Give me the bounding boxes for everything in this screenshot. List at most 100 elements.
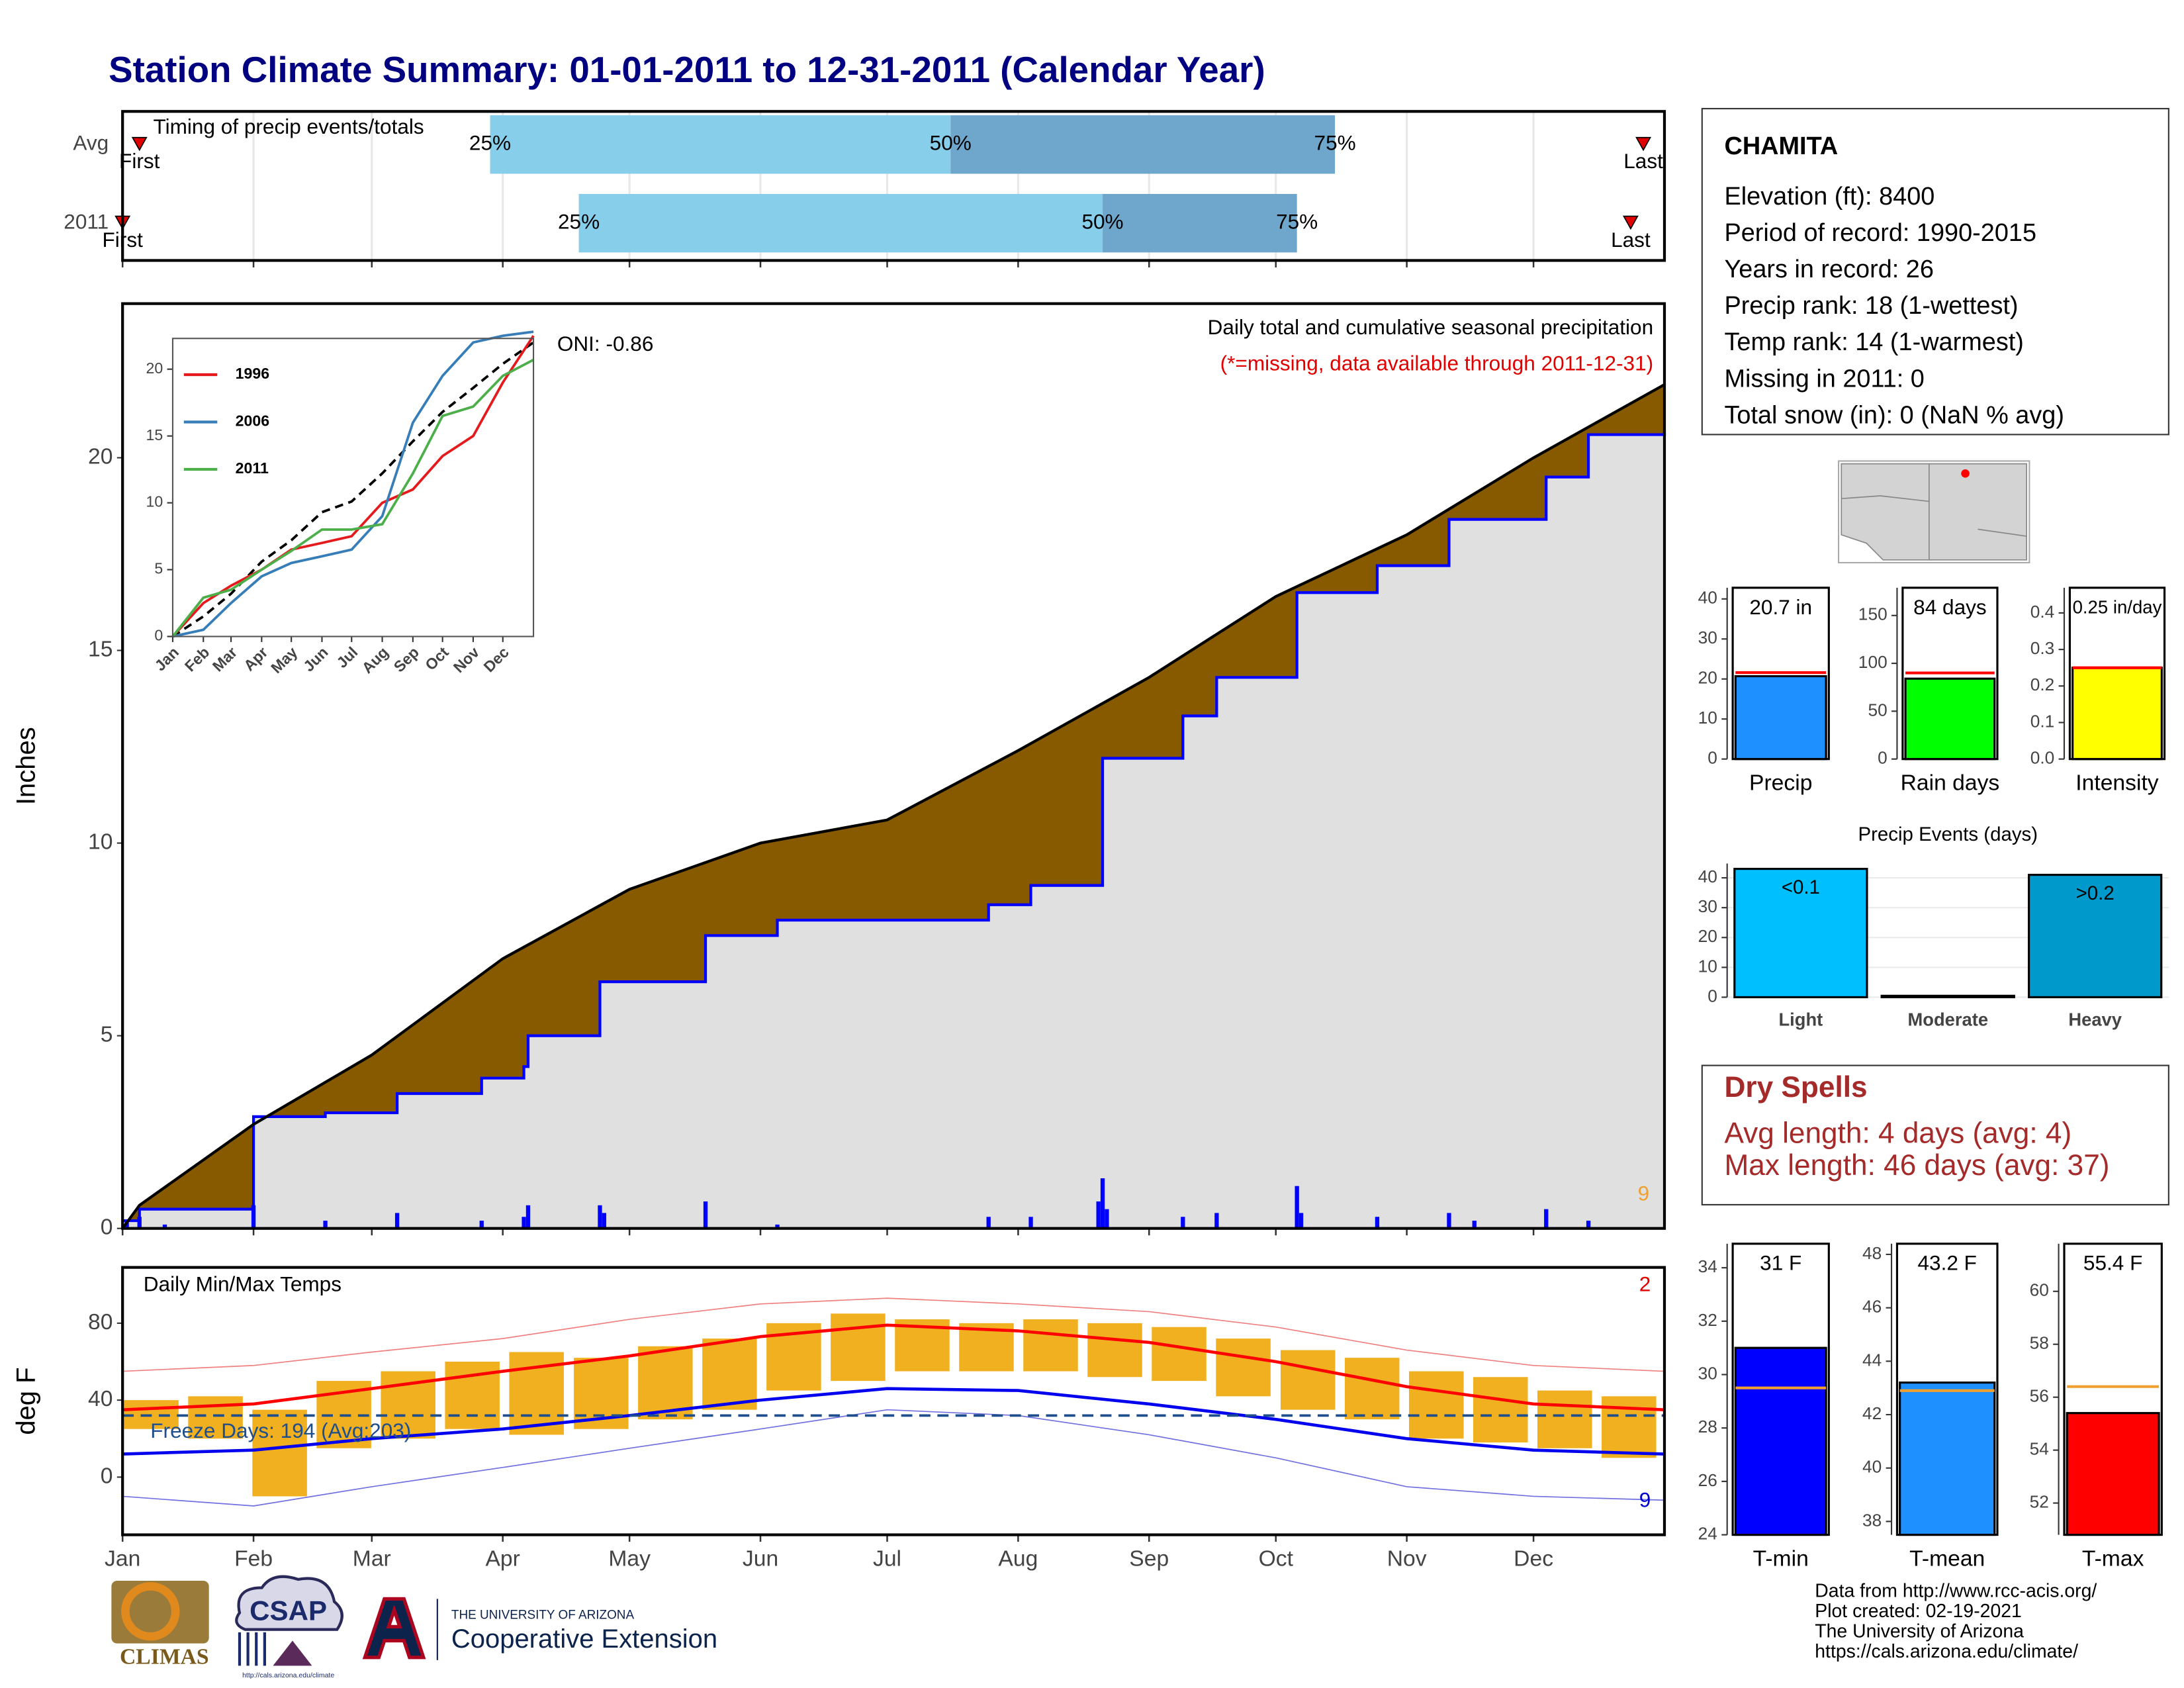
record-max-line (122, 1297, 1665, 1372)
avg-min-line (122, 1387, 1665, 1456)
x-tick-label: Feb (234, 1546, 273, 1571)
y-tick-label: 150 (1858, 604, 1888, 624)
quartile-label: 75% (1314, 131, 1356, 155)
legend-label: 1996 (236, 365, 270, 382)
y-tick-label: 5 (101, 1023, 113, 1047)
value-label: 31 F (1760, 1251, 1801, 1275)
daily-temp-range (638, 1346, 693, 1420)
event-label: Last (1623, 149, 1663, 173)
observed-area (122, 430, 1664, 1229)
category-label: Moderate (1907, 1009, 1988, 1029)
missing-count: 9 (1638, 1182, 1650, 1205)
y-tick-label: 40 (88, 1387, 113, 1411)
y-tick-label: 50 (1868, 700, 1887, 720)
daily-precip-bar (1375, 1217, 1380, 1229)
y-tick-label: 20 (1698, 668, 1717, 688)
y-tick-label: 0.2 (2030, 675, 2055, 694)
y-tick-label: 32 (1698, 1310, 1717, 1330)
map-border (1978, 528, 2027, 537)
daily-precip-bar (703, 1201, 708, 1229)
threshold-label: >0.2 (2076, 882, 2115, 904)
chart-title: Daily total and cumulative seasonal prec… (1208, 315, 1653, 339)
daily-precip-bar (1472, 1221, 1477, 1229)
y-tick-label: 10 (1698, 708, 1717, 727)
value-label: 84 days (1913, 595, 1987, 619)
credit-line: Plot created: 02-19-2021 (1815, 1601, 2022, 1622)
chart-title: Precip Events (days) (1858, 823, 2038, 845)
daily-precip-bar (1214, 1213, 1219, 1229)
category-label: Intensity (2075, 771, 2159, 795)
threshold-label: <0.1 (1782, 876, 1820, 898)
dry-spells-panel (1701, 1064, 2169, 1205)
event-marker (1622, 215, 1639, 230)
event-label: Last (1611, 228, 1651, 252)
record-min-line (122, 1409, 1665, 1507)
daily-precip-bar (479, 1221, 484, 1229)
y-tick-label: 10 (1698, 956, 1717, 976)
daily-precip-bar (1586, 1221, 1591, 1229)
daily-precip-bar (1105, 1209, 1109, 1229)
y-tick-label: 80 (88, 1310, 113, 1335)
x-tick-label: Sep (1129, 1546, 1169, 1571)
x-tick-label: Aug (998, 1546, 1038, 1571)
y-tick-label: 54 (2030, 1439, 2049, 1459)
csap-emblem (273, 1640, 312, 1666)
value-label: 55.4 F (2083, 1251, 2142, 1275)
event-label: First (119, 149, 160, 173)
climas-emblem (121, 1582, 180, 1641)
value-label: 43.2 F (1917, 1251, 1976, 1275)
y-tick-label: 15 (146, 426, 163, 444)
station-info: Period of record: 1990-2015 (1724, 219, 2036, 247)
y-tick-label: 2011 (64, 210, 109, 234)
event-bar (2028, 874, 2163, 999)
daily-precip-bar (602, 1213, 607, 1229)
summary-bar (2066, 1412, 2160, 1536)
daily-precip-bar (1298, 1213, 1304, 1229)
timing-bar (578, 193, 1103, 253)
y-tick-label: 30 (1698, 628, 1717, 647)
y-tick-label: Avg (73, 131, 109, 155)
y-tick-label: 10 (146, 493, 163, 510)
event-marker (1635, 136, 1652, 152)
average-line (121, 383, 1666, 1229)
y-tick-label: 0 (1878, 748, 1888, 768)
y-tick-label: 58 (2030, 1333, 2049, 1353)
y-tick-label: 52 (2030, 1492, 2049, 1512)
locator-map (1838, 460, 2030, 564)
x-tick-label: Jun (743, 1546, 778, 1571)
daily-precip-bar (986, 1217, 991, 1229)
station-info: Precip rank: 18 (1-wettest) (1724, 292, 2018, 320)
timing-bar (1103, 193, 1297, 253)
daily-precip-bar (1181, 1217, 1185, 1229)
daily-temp-range (1152, 1327, 1206, 1382)
y-tick-label: 42 (1862, 1403, 1882, 1423)
plot-clip-mask (1666, 111, 1694, 261)
y-tick-label: 44 (1862, 1350, 1882, 1370)
y-tick-label: 0.4 (2030, 602, 2055, 622)
summary-bar (1734, 1346, 1827, 1536)
page-title: Station Climate Summary: 01-01-2011 to 1… (109, 49, 1265, 90)
csap-emblem (238, 1632, 266, 1666)
event-marker (131, 136, 148, 152)
y-axis-label: Inches (12, 727, 41, 805)
daily-precip-bar (525, 1205, 531, 1229)
daily-precip-bar (1100, 1178, 1105, 1229)
y-tick-label: 0 (1707, 748, 1717, 768)
category-label: Heavy (2068, 1009, 2122, 1029)
plot-frame (121, 110, 1666, 262)
daily-temp-range (1344, 1358, 1400, 1420)
daily-precip-bar (1028, 1217, 1033, 1229)
daily-precip-bar (1447, 1213, 1451, 1229)
summary-bar (1734, 675, 1827, 761)
quartile-label: 75% (1276, 210, 1318, 234)
y-tick-label: 5 (154, 560, 163, 577)
x-tick-label: Nov (1387, 1546, 1427, 1571)
y-tick-label: 30 (1698, 1363, 1717, 1383)
credit-line: Data from http://www.rcc-acis.org/ (1815, 1580, 2097, 1601)
quartile-label: 25% (469, 131, 511, 155)
daily-precip-bar (522, 1217, 526, 1229)
timing-bar (950, 115, 1336, 174)
dry-spell-info: Max length: 46 days (avg: 37) (1724, 1149, 2109, 1182)
chart-title: Daily Min/Max Temps (144, 1272, 341, 1295)
